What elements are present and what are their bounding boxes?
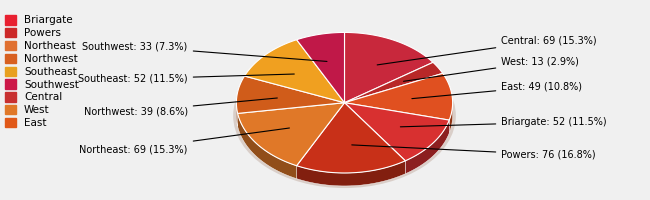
Polygon shape	[296, 103, 406, 173]
Text: Southeast: 52 (11.5%): Southeast: 52 (11.5%)	[78, 74, 294, 84]
Polygon shape	[296, 32, 345, 103]
Polygon shape	[238, 113, 296, 179]
Text: Central: 69 (15.3%): Central: 69 (15.3%)	[377, 35, 597, 65]
Polygon shape	[296, 161, 406, 186]
Text: Northwest: 39 (8.6%): Northwest: 39 (8.6%)	[84, 98, 278, 116]
Text: West: 13 (2.9%): West: 13 (2.9%)	[404, 57, 579, 81]
Text: Briargate: 52 (11.5%): Briargate: 52 (11.5%)	[400, 117, 607, 127]
Text: East: 49 (10.8%): East: 49 (10.8%)	[412, 81, 582, 99]
Text: Southwest: 33 (7.3%): Southwest: 33 (7.3%)	[83, 41, 327, 61]
Polygon shape	[244, 40, 344, 103]
Text: Northeast: 69 (15.3%): Northeast: 69 (15.3%)	[79, 128, 289, 154]
Polygon shape	[238, 103, 344, 166]
Polygon shape	[237, 76, 344, 113]
Polygon shape	[237, 103, 238, 126]
Polygon shape	[406, 120, 449, 174]
Legend: Briargate, Powers, Northeast, Northwest, Southeast, Southwest, Central, West, Ea: Briargate, Powers, Northeast, Northwest,…	[5, 15, 79, 128]
Polygon shape	[344, 103, 449, 161]
Polygon shape	[344, 32, 433, 103]
Polygon shape	[449, 104, 452, 133]
Ellipse shape	[233, 43, 456, 188]
Text: Powers: 76 (16.8%): Powers: 76 (16.8%)	[352, 145, 596, 160]
Polygon shape	[344, 73, 452, 120]
Polygon shape	[344, 62, 443, 103]
